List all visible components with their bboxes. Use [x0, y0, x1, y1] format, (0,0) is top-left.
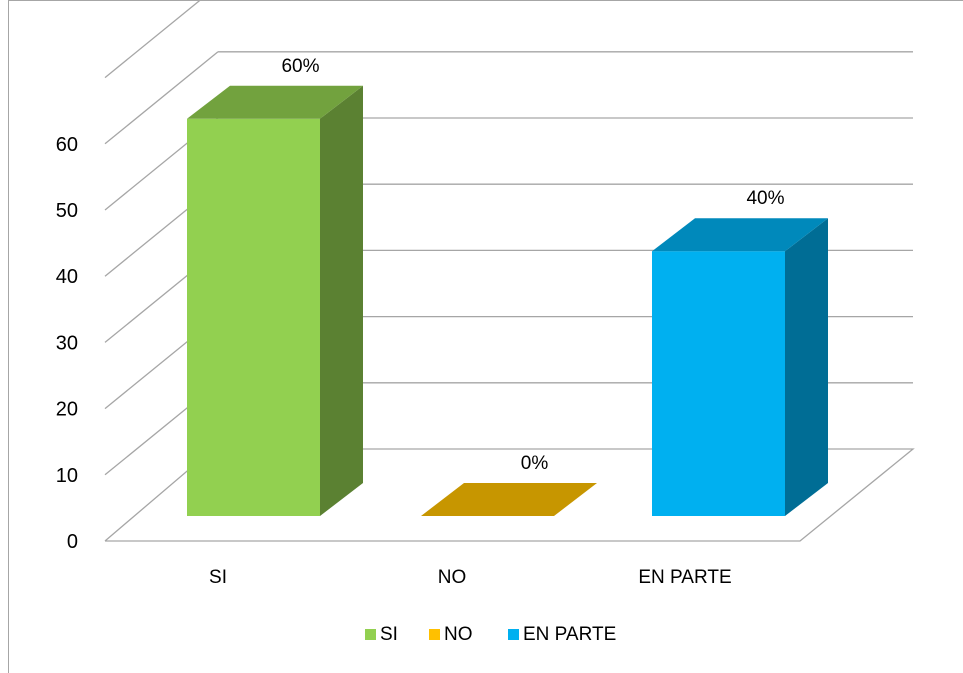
legend-label: SI — [380, 624, 398, 645]
bar-side — [320, 85, 363, 517]
bar-side — [785, 218, 828, 516]
legend: SI NO EN PARTE — [365, 624, 616, 645]
bar-top — [652, 218, 828, 252]
category-axis: SI NO EN PARTE — [209, 567, 732, 588]
bar-front — [652, 251, 785, 516]
y-tick-label: 20 — [56, 399, 78, 421]
gridline-side — [104, 0, 202, 79]
y-tick-label: 60 — [56, 134, 78, 156]
category-label: SI — [209, 567, 227, 588]
legend-label: EN PARTE — [523, 624, 616, 645]
bar-top — [421, 483, 597, 516]
y-tick-label: 30 — [56, 332, 78, 354]
y-tick-label: 10 — [56, 465, 78, 487]
chart-frame — [8, 0, 963, 673]
legend-swatch — [429, 629, 440, 640]
floor — [104, 448, 915, 542]
data-label: 40% — [746, 188, 784, 209]
y-tick-label: 50 — [56, 200, 78, 222]
data-label: 60% — [281, 56, 319, 77]
bar-top — [187, 85, 363, 119]
y-tick-label: 40 — [56, 266, 78, 288]
data-label: 0% — [521, 453, 549, 474]
category-label: EN PARTE — [638, 567, 731, 588]
category-label: NO — [438, 567, 467, 588]
gridline-side — [104, 51, 219, 145]
bars: 60% 0% 40% — [187, 56, 828, 517]
y-tick-label: 0 — [67, 531, 78, 553]
legend-swatch — [365, 629, 376, 640]
y-axis: 0 10 20 30 40 50 60 — [56, 134, 78, 553]
legend-label: NO — [444, 624, 473, 645]
legend-swatch — [508, 629, 519, 640]
bar-front — [187, 118, 320, 517]
